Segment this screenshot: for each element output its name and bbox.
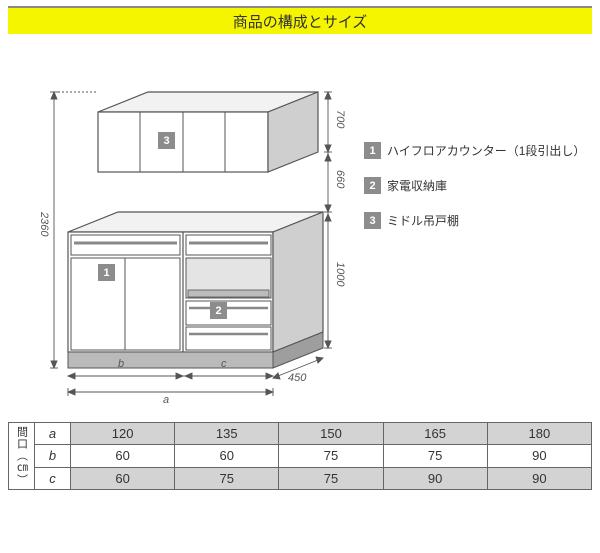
cell: 90 — [383, 467, 487, 489]
cell: 90 — [487, 445, 591, 467]
cell: 180 — [487, 423, 591, 445]
header-title: 商品の構成とサイズ — [233, 14, 368, 31]
content-row: 3 1 2 2360 700 660 1000 450 a b c 1 ハイフロ… — [0, 52, 600, 422]
dim-upper: 700 — [334, 110, 346, 128]
dim-b: b — [118, 358, 124, 370]
cell: 150 — [279, 423, 383, 445]
legend-label-2: 家電収納庫 — [387, 177, 447, 194]
dim-lower: 1000 — [334, 262, 346, 286]
section-header: 商品の構成とサイズ — [8, 6, 592, 34]
cell: 75 — [279, 467, 383, 489]
legend-item-3: 3 ミドル吊戸棚 — [364, 212, 592, 229]
table-row: b 60 60 75 75 90 — [9, 445, 592, 467]
diagram-svg — [8, 52, 358, 422]
row-key-b: b — [35, 445, 71, 467]
legend-badge-2: 2 — [364, 177, 381, 194]
row-header: 間口（㎝） — [9, 423, 35, 490]
cell: 120 — [71, 423, 175, 445]
table-row: 間口（㎝） a 120 135 150 165 180 — [9, 423, 592, 445]
dim-total-height: 2360 — [38, 212, 50, 236]
legend-label-1: ハイフロアカウンター（1段引出し） — [387, 142, 585, 159]
cell: 75 — [175, 467, 279, 489]
legend-badge-1: 1 — [364, 142, 381, 159]
dim-c: c — [221, 358, 227, 370]
size-table-wrap: 間口（㎝） a 120 135 150 165 180 b 60 60 75 7… — [0, 422, 600, 498]
cell: 165 — [383, 423, 487, 445]
dim-depth: 450 — [288, 372, 306, 384]
cell: 75 — [279, 445, 383, 467]
dim-a: a — [163, 394, 169, 406]
legend-item-1: 1 ハイフロアカウンター（1段引出し） — [364, 142, 592, 159]
table-row: c 60 75 75 90 90 — [9, 467, 592, 489]
dim-gap: 660 — [334, 170, 346, 188]
cell: 60 — [71, 467, 175, 489]
size-table: 間口（㎝） a 120 135 150 165 180 b 60 60 75 7… — [8, 422, 592, 490]
legend-item-2: 2 家電収納庫 — [364, 177, 592, 194]
row-key-c: c — [35, 467, 71, 489]
callout-2: 2 — [210, 302, 227, 319]
callout-1: 1 — [98, 264, 115, 281]
legend-label-3: ミドル吊戸棚 — [387, 212, 459, 229]
cell: 75 — [383, 445, 487, 467]
cabinet-diagram: 3 1 2 2360 700 660 1000 450 a b c — [8, 52, 358, 422]
cell: 60 — [71, 445, 175, 467]
callout-3: 3 — [158, 132, 175, 149]
row-key-a: a — [35, 423, 71, 445]
legend-badge-3: 3 — [364, 212, 381, 229]
cell: 60 — [175, 445, 279, 467]
cell: 90 — [487, 467, 591, 489]
legend: 1 ハイフロアカウンター（1段引出し） 2 家電収納庫 3 ミドル吊戸棚 — [358, 52, 592, 422]
cell: 135 — [175, 423, 279, 445]
